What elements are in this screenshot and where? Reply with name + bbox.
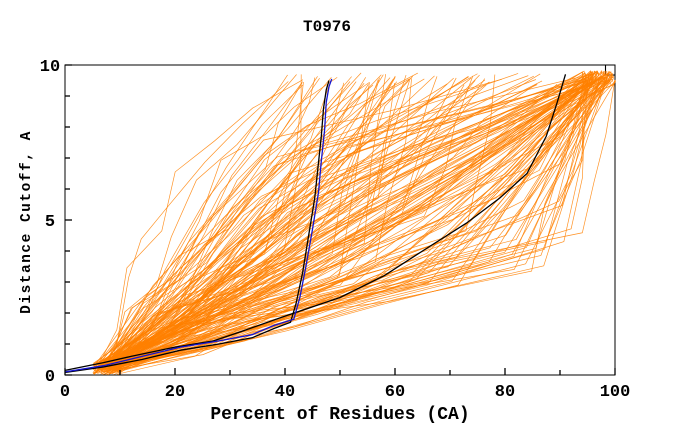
svg-text:0: 0 xyxy=(60,383,70,402)
svg-text:60: 60 xyxy=(385,383,405,402)
svg-text:40: 40 xyxy=(275,383,295,402)
svg-text:0: 0 xyxy=(45,368,55,387)
svg-text:20: 20 xyxy=(165,383,185,402)
svg-text:10: 10 xyxy=(40,58,60,77)
svg-text:80: 80 xyxy=(495,383,515,402)
svg-text:5: 5 xyxy=(45,213,55,232)
svg-text:100: 100 xyxy=(600,383,631,402)
